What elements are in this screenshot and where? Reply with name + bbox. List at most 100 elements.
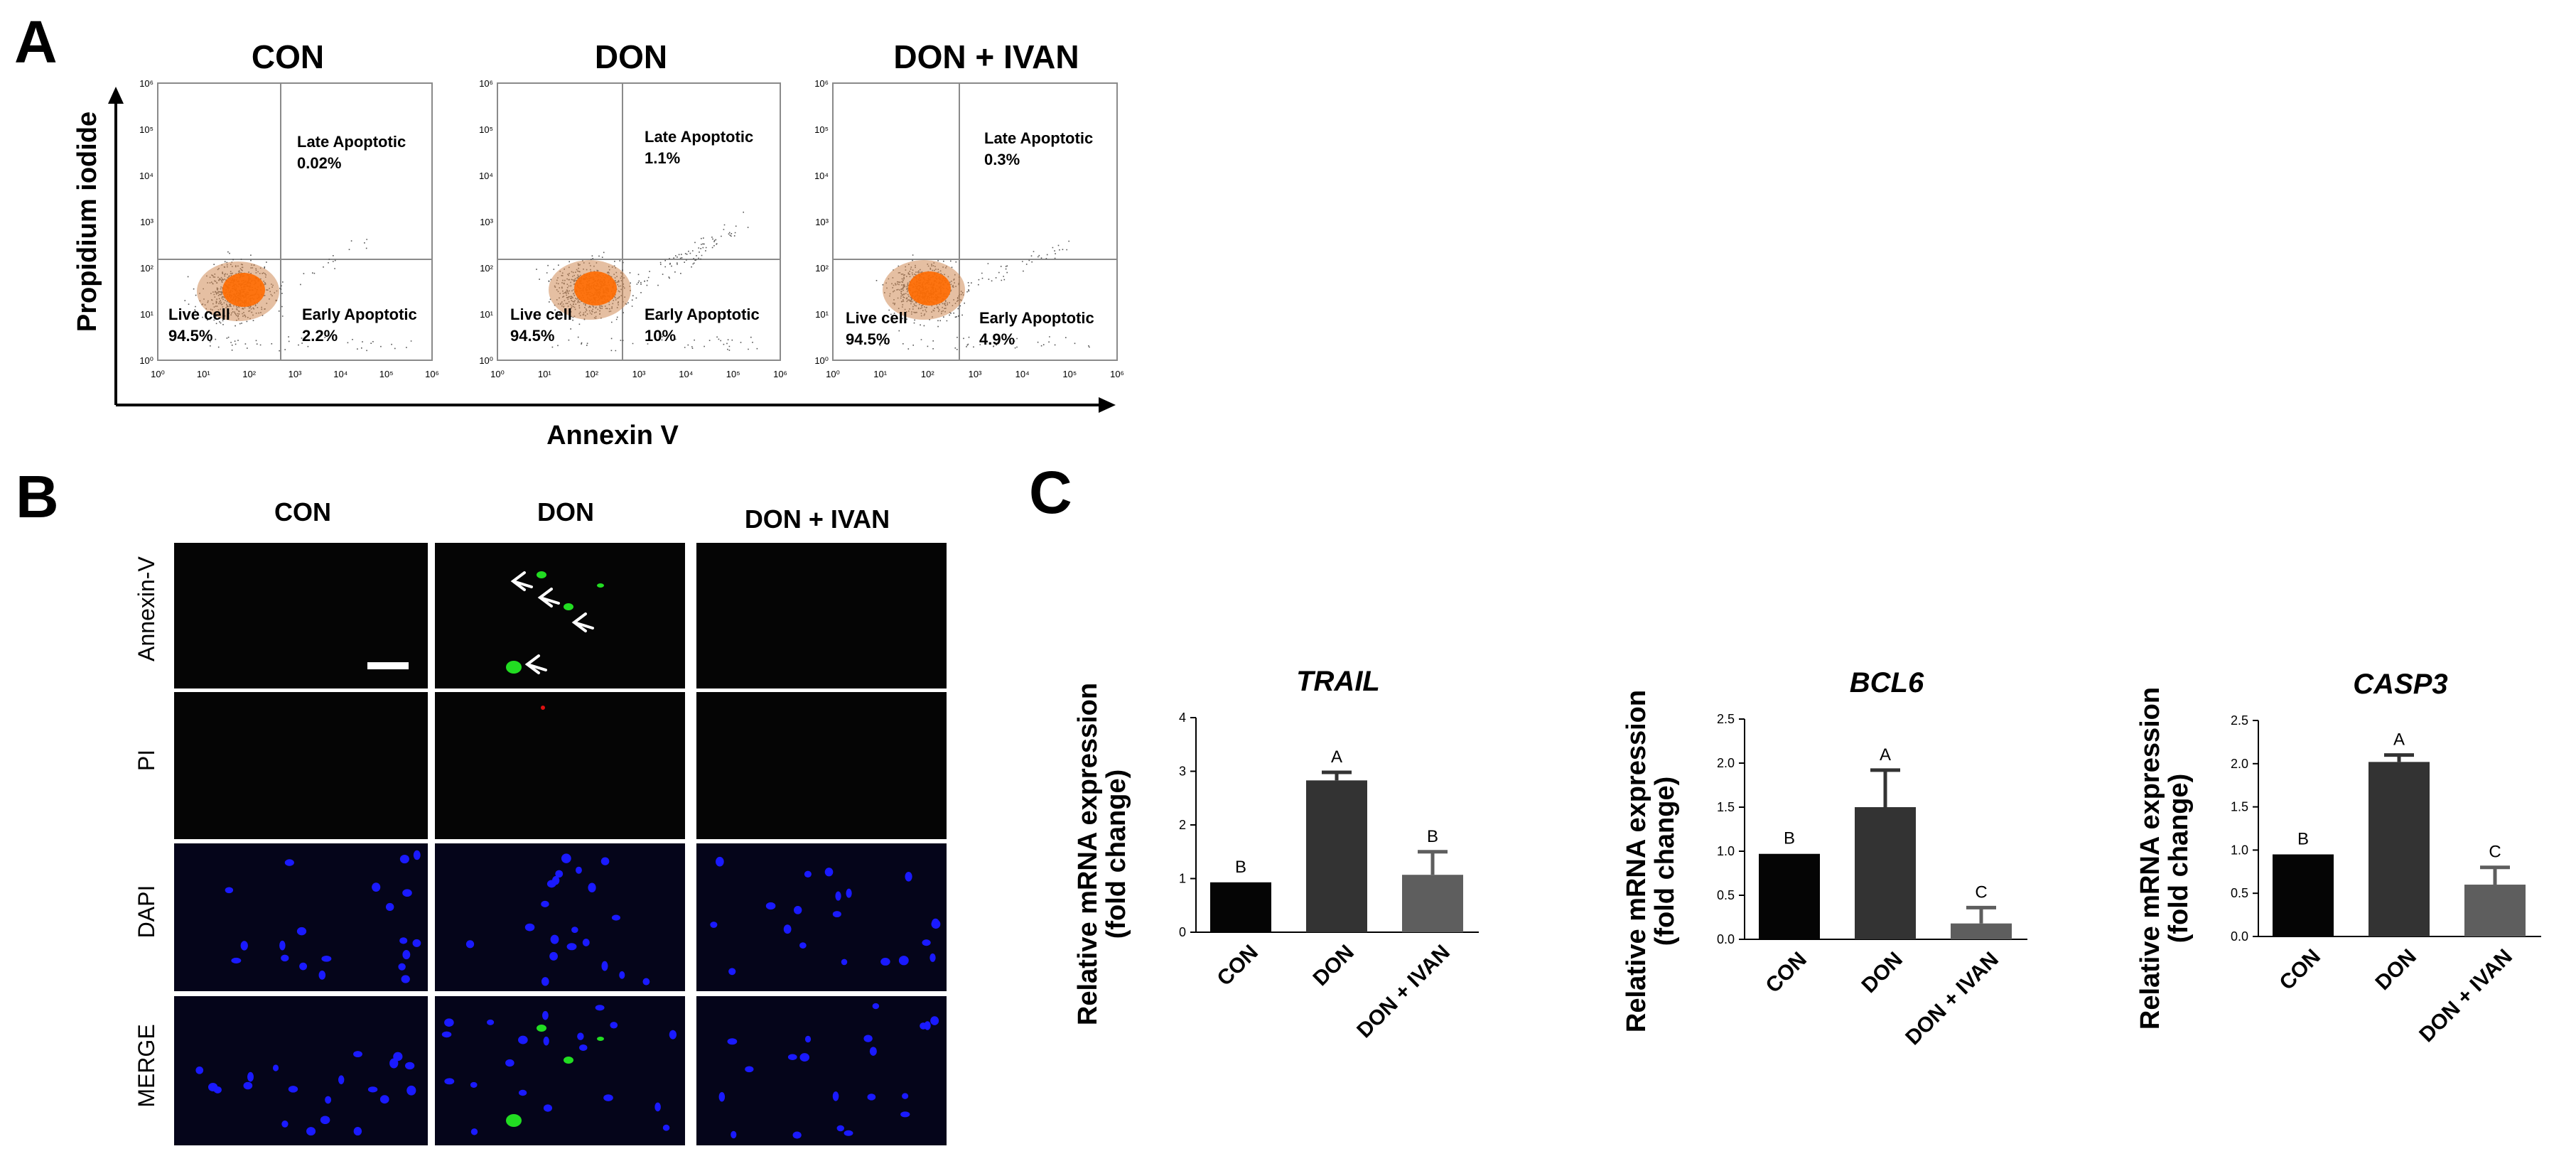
arrow-indicator-icon xyxy=(537,588,560,608)
dapi-nucleus xyxy=(603,1094,613,1101)
dapi-nucleus xyxy=(225,887,234,894)
y-tick-label: 10¹ xyxy=(140,309,153,320)
annexin-positive-cell xyxy=(564,1057,573,1064)
dapi-nucleus xyxy=(835,891,841,901)
y-tick-label: 10¹ xyxy=(815,309,829,320)
chart-title: CASP3 xyxy=(2353,669,2447,700)
y-tick-label: 10² xyxy=(140,263,153,274)
dapi-nucleus xyxy=(669,1030,677,1040)
dapi-nucleus xyxy=(718,1091,726,1102)
dapi-nucleus xyxy=(601,961,608,971)
chart-ylabel: Relative mRNA expression xyxy=(2135,687,2165,1030)
bar xyxy=(1951,923,2012,939)
x-tick-label: 10⁵ xyxy=(1062,369,1077,379)
dapi-nucleus xyxy=(505,1059,514,1067)
y-tick-label: 10⁶ xyxy=(479,78,493,89)
panel-a-x-arrow xyxy=(1099,397,1116,413)
dapi-nucleus xyxy=(549,951,558,961)
dapi-nucleus xyxy=(413,850,421,860)
y-tick-label: 10⁴ xyxy=(479,171,493,181)
dapi-nucleus xyxy=(561,853,571,863)
dapi-nucleus xyxy=(299,962,308,971)
live-cell-label: Live cell xyxy=(168,306,230,323)
y-tick-label: 10² xyxy=(815,263,829,274)
dapi-nucleus xyxy=(804,1035,812,1043)
panel-a-axes: Annexin V Propidium iodide xyxy=(72,87,1116,450)
dapi-nucleus xyxy=(836,1125,844,1132)
flow-plot-con: CON 10⁰ 10¹ 10² 10³ 10⁴ 10⁵ 10⁶ 10⁶ 10⁵ 10⁴ 10³ 10²… xyxy=(139,38,439,379)
annexin-positive-cell xyxy=(597,1037,604,1041)
x-tick-label: 10¹ xyxy=(873,369,887,379)
dapi-nucleus xyxy=(524,923,535,932)
micrograph-merge-2 xyxy=(696,996,947,1145)
x-tick-label: 10² xyxy=(242,369,256,379)
micrograph-dapi-0 xyxy=(174,843,428,991)
dapi-nucleus xyxy=(296,927,307,936)
dapi-nucleus xyxy=(900,1111,910,1118)
panel-a-xlabel: Annexin V xyxy=(546,421,679,450)
category-label: DON xyxy=(1857,948,1907,998)
flow-plot-frame xyxy=(157,82,433,361)
event-cloud xyxy=(536,211,758,352)
micrograph-background xyxy=(435,996,685,1145)
x-tick-label: 10³ xyxy=(632,369,646,379)
dapi-nucleus xyxy=(243,1081,253,1090)
y-tick-label: 10⁵ xyxy=(479,124,493,135)
event-density-core xyxy=(222,273,265,307)
flow-plot-title: DON xyxy=(595,38,667,75)
dapi-nucleus xyxy=(588,882,596,892)
event-cloud xyxy=(184,239,412,352)
y-tick-label: 10³ xyxy=(140,217,153,227)
dapi-nucleus xyxy=(288,1086,298,1093)
late-apoptotic-value: 0.3% xyxy=(984,151,1020,168)
y-tick-label: 2.5 xyxy=(2231,713,2248,728)
annexin-positive-cell xyxy=(506,661,522,674)
flow-plot-don: DON 10⁰ 10¹ 10² 10³ 10⁴ 10⁵ 10⁶ 10⁶ 10⁵ 10⁴ 10³ 10²… xyxy=(479,38,787,379)
y-tick-label: 1.0 xyxy=(1717,844,1735,858)
dapi-nucleus xyxy=(571,927,578,934)
dapi-nucleus xyxy=(399,937,408,944)
y-tick-label: 10³ xyxy=(815,217,829,227)
bar xyxy=(2464,885,2526,936)
dapi-nucleus xyxy=(579,1044,588,1051)
dapi-nucleus xyxy=(595,1005,605,1011)
dapi-nucleus xyxy=(832,1091,839,1101)
dapi-nucleus xyxy=(465,940,475,949)
early-apoptotic-label: Early Apoptotic xyxy=(645,306,760,323)
chart-ylabel-sub: (fold change) xyxy=(1650,777,1680,946)
dapi-nucleus xyxy=(518,1035,528,1044)
y-tick-label: 10⁶ xyxy=(814,78,829,89)
dapi-nucleus xyxy=(792,1131,802,1139)
micrograph-background xyxy=(696,692,947,839)
dapi-nucleus xyxy=(867,1094,876,1101)
dapi-nucleus xyxy=(654,1102,661,1112)
dapi-nucleus xyxy=(306,1127,316,1136)
y-tick-label: 10⁵ xyxy=(139,124,153,135)
arrow-indicator-icon xyxy=(510,571,533,591)
dapi-nucleus xyxy=(922,939,931,946)
x-tick-label: 10¹ xyxy=(197,369,210,379)
micrograph-background xyxy=(696,543,947,688)
micrograph-merge-1 xyxy=(435,996,685,1145)
annexin-positive-cell xyxy=(597,583,604,588)
x-tick-label: 10⁶ xyxy=(1110,369,1124,379)
category-label: CON xyxy=(1212,941,1262,990)
dapi-nucleus xyxy=(872,1003,880,1010)
micro-col-title-don-ivan: DON + IVAN xyxy=(745,504,890,534)
early-apoptotic-value: 10% xyxy=(645,327,676,345)
y-tick-label: 1.5 xyxy=(2231,800,2248,814)
significance-letter: B xyxy=(1235,858,1246,877)
dapi-nucleus xyxy=(240,941,248,951)
dapi-nucleus xyxy=(929,953,936,962)
dapi-nucleus xyxy=(441,1031,452,1038)
x-tick-label: 10⁰ xyxy=(826,369,840,379)
significance-letter: B xyxy=(1784,829,1795,848)
dapi-nucleus xyxy=(402,950,411,960)
dapi-nucleus xyxy=(728,968,736,976)
live-cell-value: 94.5% xyxy=(510,327,554,345)
micro-row-label-annexin: Annexin-V xyxy=(134,556,159,662)
x-tick-label: 10⁶ xyxy=(773,369,787,379)
arrow-indicator-icon xyxy=(524,654,547,674)
micro-row-label-merge: MERGE xyxy=(134,1024,159,1107)
